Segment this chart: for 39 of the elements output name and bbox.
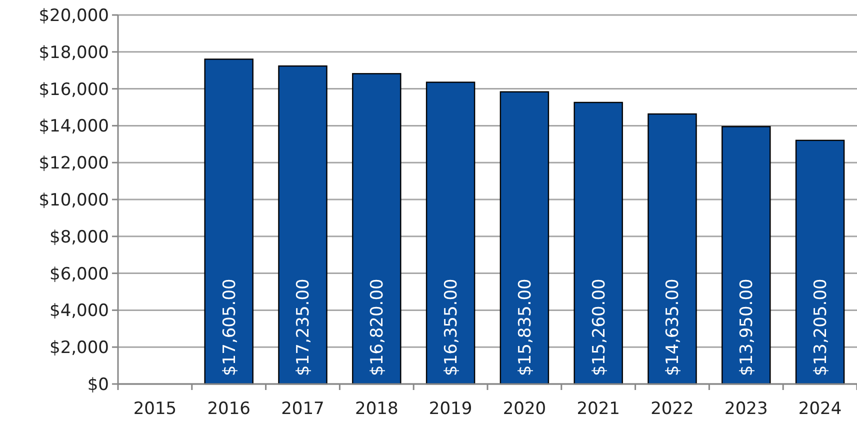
data-label: $17,605.00 [220, 278, 240, 376]
data-label: $15,835.00 [515, 278, 536, 376]
y-tick-label: $10,000 [38, 190, 109, 210]
bar [204, 58, 254, 385]
y-tick-label: $16,000 [38, 80, 109, 100]
y-tick-label: $0 [87, 374, 109, 395]
x-tick-label: 2019 [428, 399, 472, 419]
y-tick-label: $12,000 [38, 154, 109, 174]
data-label: $13,950.00 [737, 278, 758, 376]
bar [352, 73, 402, 385]
y-tick-label: $2,000 [50, 338, 109, 358]
data-label: $13,205.00 [811, 278, 831, 376]
y-tick-label: $8,000 [50, 227, 109, 248]
x-tick-label: 2016 [207, 399, 250, 419]
data-label: $16,820.00 [368, 278, 388, 376]
y-tick-label: $18,000 [38, 42, 109, 63]
bar [574, 102, 623, 385]
bar [426, 82, 476, 385]
data-label: $17,235.00 [294, 278, 314, 376]
x-tick-label: 2015 [133, 399, 177, 419]
x-tick-label: 2021 [576, 399, 620, 419]
bar [795, 140, 845, 385]
y-tick-label: $6,000 [50, 264, 109, 284]
data-label: $16,355.00 [442, 278, 462, 376]
x-tick-label: 2017 [281, 399, 324, 419]
x-tick-label: 2024 [798, 399, 842, 419]
data-label: $15,260.00 [589, 278, 610, 376]
y-tick-label: $14,000 [38, 116, 109, 137]
x-tick-label: 2020 [502, 399, 546, 419]
bar [278, 65, 328, 385]
y-tick-label: $4,000 [50, 301, 109, 322]
bar [722, 126, 771, 385]
y-tick-label: $20,000 [38, 6, 109, 26]
bar [500, 91, 550, 385]
x-tick-label: 2023 [724, 399, 768, 419]
x-tick-label: 2022 [650, 399, 694, 419]
x-tick-label: 2018 [355, 399, 398, 419]
bar [648, 113, 697, 385]
data-label: $14,635.00 [663, 278, 684, 376]
